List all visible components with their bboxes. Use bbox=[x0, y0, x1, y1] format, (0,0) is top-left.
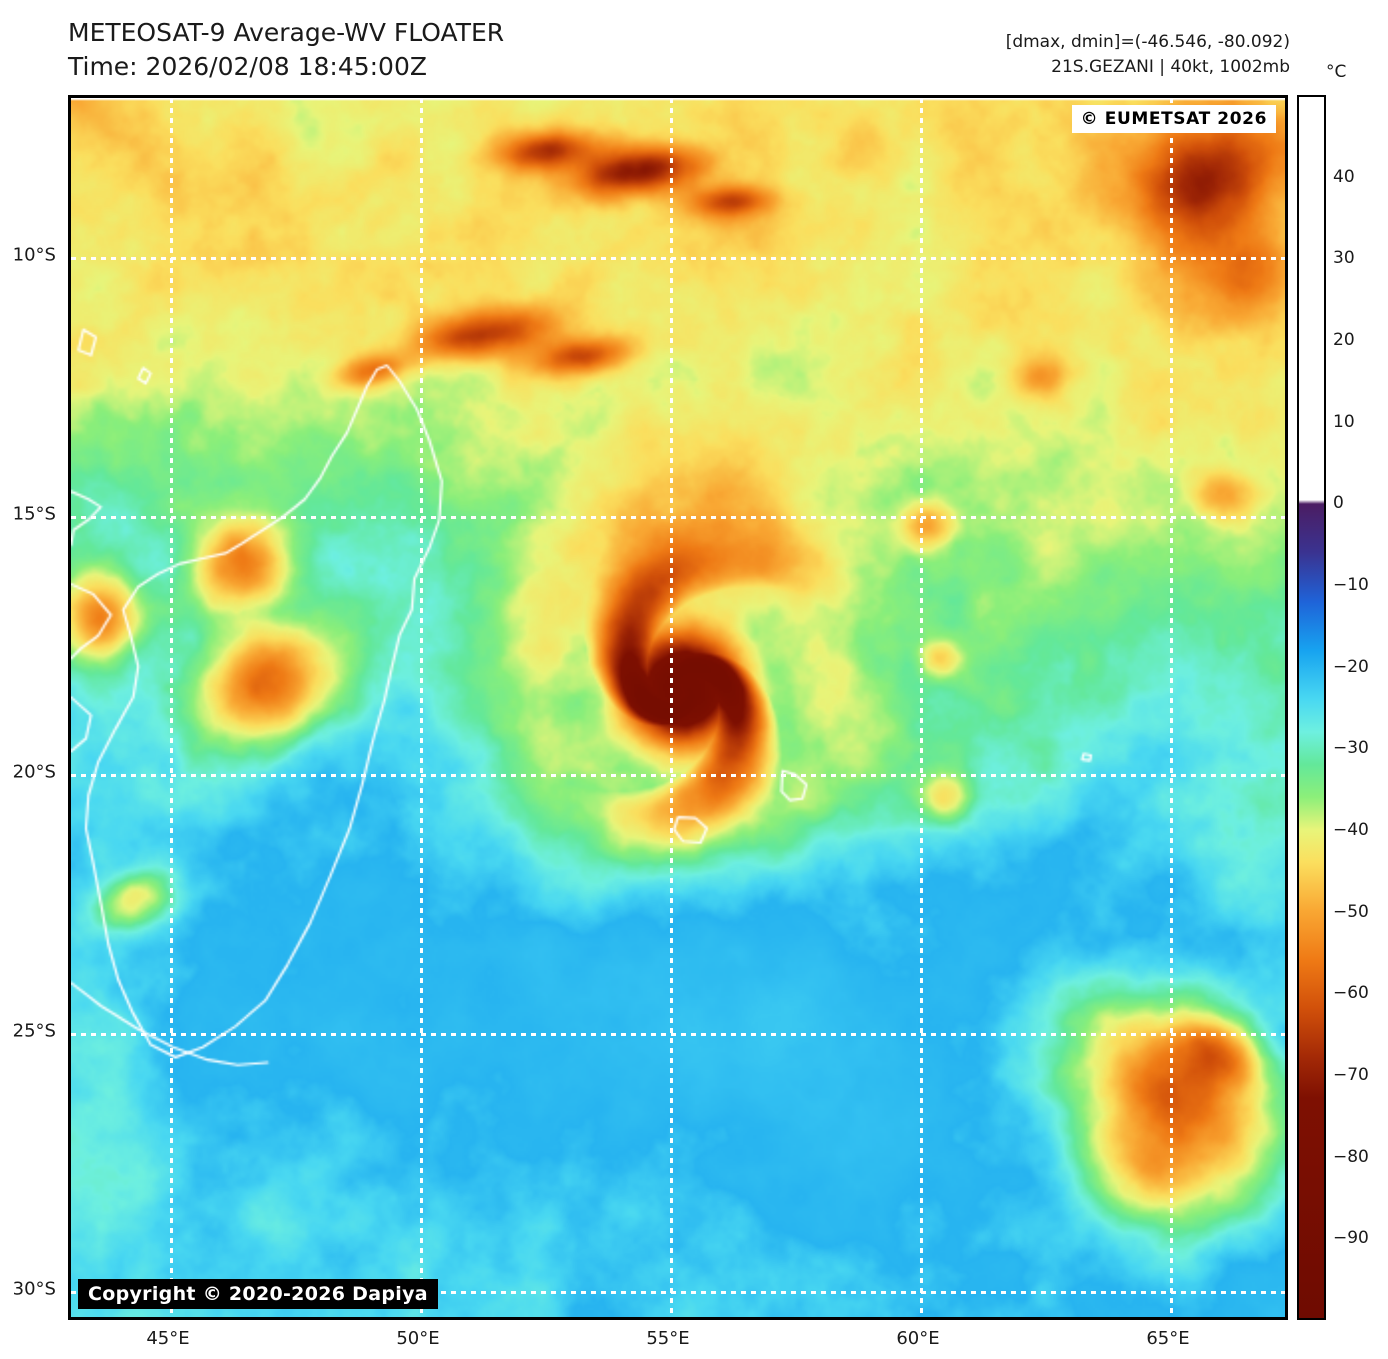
lat-tick-label: 30°S bbox=[12, 1278, 56, 1300]
data-range-label: [dmax, dmin]=(-46.546, -80.092) bbox=[1005, 32, 1290, 52]
colorbar-tick-label: −40 bbox=[1333, 820, 1369, 840]
colorbar-tick-label: −80 bbox=[1333, 1146, 1369, 1167]
lon-tick-label: 45°E bbox=[146, 1328, 190, 1349]
lon-tick-label: 60°E bbox=[896, 1328, 940, 1349]
colorbar-tick-label: −30 bbox=[1333, 738, 1369, 759]
title-block: METEOSAT-9 Average-WV FLOATER Time: 2026… bbox=[68, 16, 504, 84]
metadata-block: [dmax, dmin]=(-46.546, -80.092) 21S.GEZA… bbox=[1006, 30, 1290, 80]
colorbar-tick-label: −50 bbox=[1333, 901, 1369, 922]
water-vapor-imagery bbox=[71, 98, 1285, 1317]
colorbar-tick-label: 0 bbox=[1333, 493, 1344, 514]
colorbar-tick-label: −10 bbox=[1333, 575, 1369, 595]
lat-tick-label: 25°S bbox=[12, 1020, 56, 1042]
lat-tick-label: 10°S bbox=[12, 244, 56, 266]
colorbar-tick-label: 10 bbox=[1333, 411, 1355, 432]
lon-tick-label: 50°E bbox=[396, 1328, 440, 1349]
storm-info-label: 21S.GEZANI | 40kt, 1002mb bbox=[1051, 57, 1290, 77]
eumetsat-watermark: © EUMETSAT 2026 bbox=[1071, 105, 1276, 133]
colorbar-tick-label: −70 bbox=[1333, 1065, 1369, 1085]
timestamp-label: Time: 2026/02/08 18:45:00Z bbox=[68, 52, 427, 81]
lon-tick-label: 55°E bbox=[646, 1328, 690, 1349]
colorbar-tick-label: 30 bbox=[1333, 248, 1355, 269]
colorbar-tick-label: −60 bbox=[1333, 983, 1369, 1004]
colorbar-tick-label: −20 bbox=[1333, 656, 1369, 677]
lat-tick-label: 15°S bbox=[12, 503, 56, 525]
colorbar-unit-label: °C bbox=[1326, 62, 1347, 82]
page-title: METEOSAT-9 Average-WV FLOATER bbox=[68, 18, 505, 47]
colorbar-tick-label: 40 bbox=[1333, 166, 1355, 187]
colorbar-tick-label: 20 bbox=[1333, 330, 1355, 350]
lon-tick-label: 65°E bbox=[1146, 1328, 1190, 1349]
colorbar[interactable] bbox=[1297, 95, 1326, 1320]
lat-tick-label: 20°S bbox=[12, 761, 56, 783]
satellite-image-plot[interactable]: © EUMETSAT 2026 Copyright © 2020-2026 Da… bbox=[68, 95, 1288, 1320]
latitude-axis: 10°S 15°S 20°S 25°S 30°S bbox=[0, 0, 62, 1359]
copyright-banner: Copyright © 2020-2026 Dapiya bbox=[78, 1279, 438, 1309]
colorbar-tick-label: −90 bbox=[1333, 1228, 1369, 1249]
colorbar-gradient bbox=[1299, 97, 1324, 1318]
